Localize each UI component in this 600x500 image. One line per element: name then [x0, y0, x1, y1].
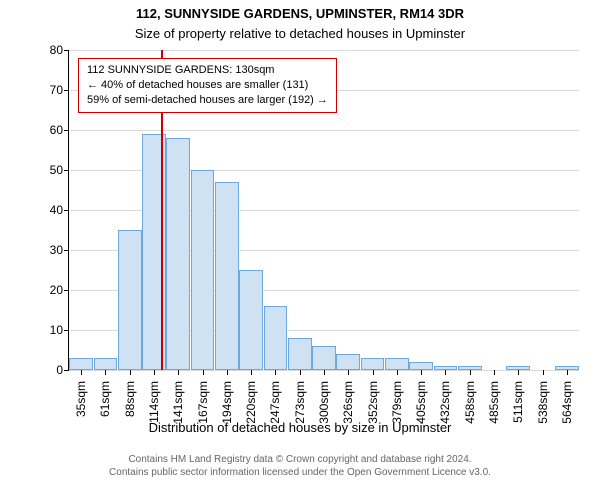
property-annotation-box: 112 SUNNYSIDE GARDENS: 130sqm ← 40% of d… — [78, 58, 337, 113]
histogram-bar — [312, 346, 336, 370]
property-size-chart: 112, SUNNYSIDE GARDENS, UPMINSTER, RM14 … — [0, 0, 600, 500]
xtick-mark — [130, 370, 131, 375]
histogram-bar — [118, 230, 142, 370]
xtick-label: 61sqm — [98, 377, 112, 417]
xtick-mark — [81, 370, 82, 375]
xtick-mark — [397, 370, 398, 375]
x-axis-label: Distribution of detached houses by size … — [0, 420, 600, 435]
histogram-bar — [385, 358, 409, 370]
xtick-label: 432sqm — [438, 377, 452, 424]
xtick-mark — [275, 370, 276, 375]
xtick-label: 114sqm — [147, 377, 161, 423]
ytick-label: 40 — [50, 203, 69, 217]
xtick-mark — [445, 370, 446, 375]
annotation-line-2: ← 40% of detached houses are smaller (13… — [87, 78, 328, 93]
ytick-label: 50 — [50, 163, 69, 177]
xtick-label: 458sqm — [463, 377, 477, 424]
xtick-mark — [567, 370, 568, 375]
ytick-label: 70 — [50, 83, 69, 97]
xtick-label: 35sqm — [74, 377, 88, 417]
footer-line-2: Contains public sector information licen… — [0, 467, 600, 480]
histogram-bar — [166, 138, 190, 370]
chart-title-address: 112, SUNNYSIDE GARDENS, UPMINSTER, RM14 … — [0, 6, 600, 21]
xtick-mark — [348, 370, 349, 375]
chart-subtitle: Size of property relative to detached ho… — [0, 26, 600, 41]
xtick-label: 167sqm — [196, 377, 210, 424]
ytick-label: 20 — [50, 283, 69, 297]
xtick-mark — [105, 370, 106, 375]
histogram-bar — [361, 358, 385, 370]
xtick-mark — [227, 370, 228, 375]
gridline — [69, 50, 579, 51]
xtick-label: 379sqm — [390, 377, 404, 424]
histogram-bar — [69, 358, 93, 370]
histogram-bar — [288, 338, 312, 370]
histogram-bar — [191, 170, 215, 370]
histogram-bar — [336, 354, 360, 370]
xtick-mark — [518, 370, 519, 375]
xtick-mark — [324, 370, 325, 375]
xtick-mark — [373, 370, 374, 375]
ytick-label: 0 — [56, 363, 69, 377]
xtick-label: 273sqm — [293, 377, 307, 424]
xtick-label: 352sqm — [366, 377, 380, 424]
ytick-label: 60 — [50, 123, 69, 137]
xtick-label: 88sqm — [123, 377, 137, 417]
gridline — [69, 130, 579, 131]
xtick-mark — [154, 370, 155, 375]
xtick-label: 564sqm — [560, 377, 574, 424]
xtick-label: 511sqm — [511, 377, 525, 423]
xtick-label: 300sqm — [317, 377, 331, 424]
xtick-label: 247sqm — [268, 377, 282, 424]
xtick-label: 538sqm — [536, 377, 550, 424]
ytick-label: 30 — [50, 243, 69, 257]
annotation-line-3: 59% of semi-detached houses are larger (… — [87, 93, 328, 108]
annotation-line-1: 112 SUNNYSIDE GARDENS: 130sqm — [87, 63, 328, 78]
ytick-label: 80 — [50, 43, 69, 57]
xtick-label: 326sqm — [341, 377, 355, 424]
xtick-mark — [203, 370, 204, 375]
histogram-bar — [409, 362, 433, 370]
xtick-mark — [421, 370, 422, 375]
xtick-mark — [543, 370, 544, 375]
histogram-bar — [215, 182, 239, 370]
footer-line-1: Contains HM Land Registry data © Crown c… — [0, 454, 600, 467]
xtick-label: 141sqm — [171, 377, 185, 424]
xtick-mark — [470, 370, 471, 375]
xtick-mark — [300, 370, 301, 375]
histogram-bar — [264, 306, 288, 370]
histogram-bar — [239, 270, 263, 370]
xtick-mark — [178, 370, 179, 375]
histogram-bar — [94, 358, 118, 370]
xtick-mark — [251, 370, 252, 375]
xtick-label: 194sqm — [220, 377, 234, 424]
xtick-label: 220sqm — [244, 377, 258, 424]
xtick-label: 485sqm — [487, 377, 501, 424]
license-footer: Contains HM Land Registry data © Crown c… — [0, 454, 600, 479]
xtick-mark — [494, 370, 495, 375]
ytick-label: 10 — [50, 323, 69, 337]
xtick-label: 405sqm — [414, 377, 428, 424]
